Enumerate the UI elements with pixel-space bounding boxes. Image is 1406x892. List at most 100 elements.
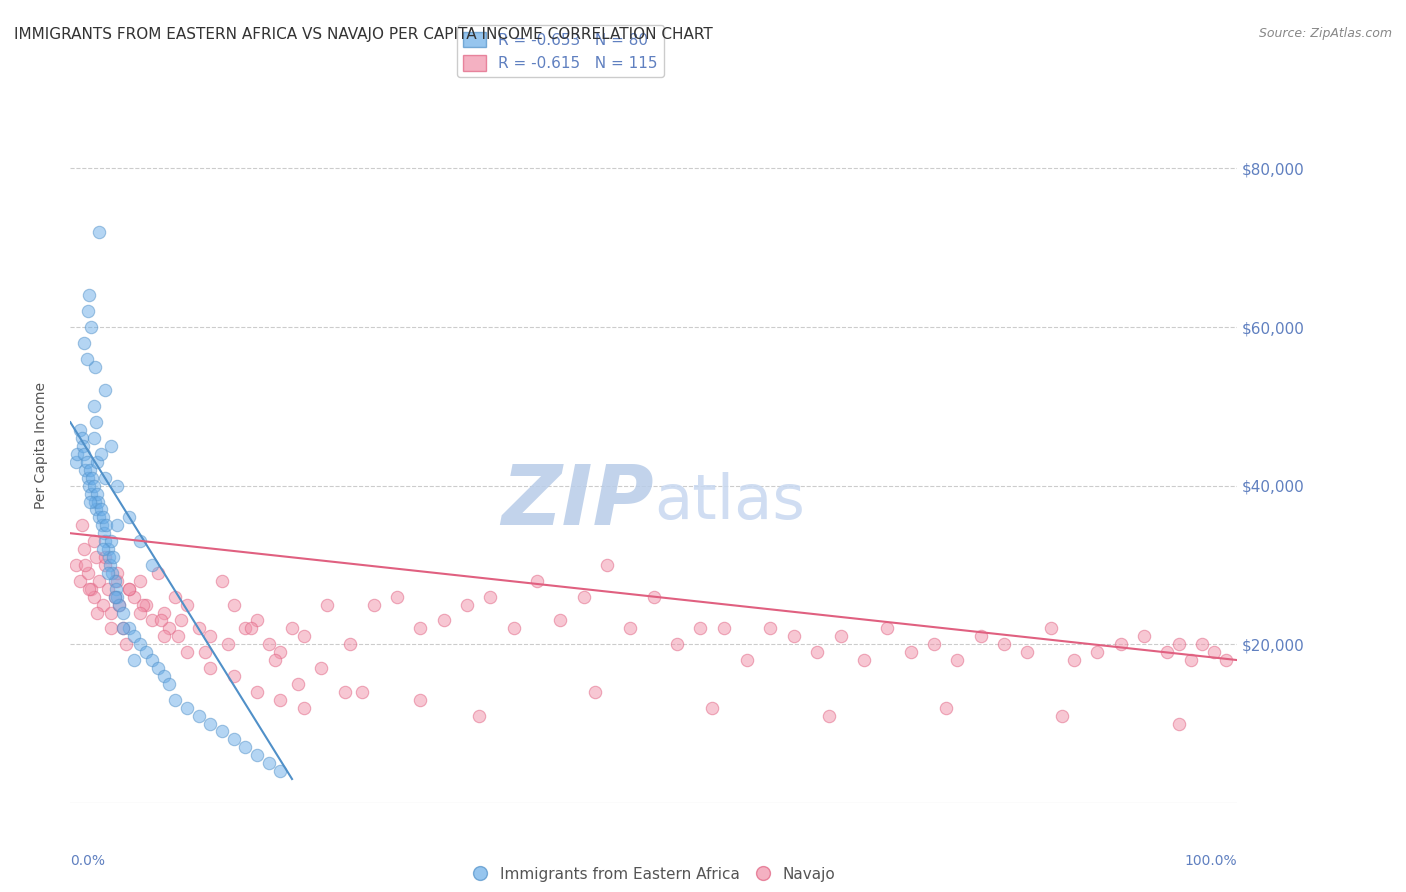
Point (1133, 629, 1156, 643)
Point (83, 400, 105, 414)
Point (150, 614, 173, 628)
Point (1039, 621, 1062, 635)
Point (104, 582, 127, 596)
Point (91, 542, 114, 557)
Point (200, 716, 222, 731)
Point (73, 542, 96, 557)
Point (526, 574, 548, 588)
Point (86, 486, 108, 500)
Point (222, 669, 245, 683)
Point (146, 661, 169, 675)
Point (97, 566, 120, 580)
Point (1180, 653, 1202, 667)
Point (352, 685, 374, 699)
Point (129, 534, 152, 549)
Text: 100.0%: 100.0% (1185, 855, 1237, 868)
Legend: Immigrants from Eastern Africa, Navajo: Immigrants from Eastern Africa, Navajo (467, 861, 841, 888)
Point (502, 621, 524, 635)
Point (735, 653, 758, 667)
Point (108, 598, 131, 612)
Point (97, 549, 120, 564)
Point (65, 558, 87, 572)
Point (211, 574, 233, 588)
Point (783, 629, 806, 643)
Point (90, 518, 112, 533)
Point (159, 677, 181, 691)
Point (211, 724, 233, 739)
Point (72, 439, 94, 453)
Point (585, 685, 607, 699)
Point (141, 558, 163, 572)
Point (129, 606, 152, 620)
Point (269, 645, 291, 659)
Point (135, 598, 157, 612)
Point (97, 582, 120, 596)
Point (222, 598, 245, 612)
Point (76, 455, 98, 469)
Point (89, 510, 111, 524)
Point (124, 653, 146, 667)
Point (94, 549, 117, 564)
Point (76, 351, 98, 366)
Point (101, 566, 124, 580)
Point (176, 645, 198, 659)
Point (118, 582, 141, 596)
Point (94, 471, 117, 485)
Point (77, 478, 100, 492)
Point (246, 748, 269, 763)
Point (479, 590, 502, 604)
Point (83, 431, 105, 445)
Point (550, 614, 572, 628)
Point (111, 606, 134, 620)
Point (76, 304, 98, 318)
Point (105, 566, 128, 580)
Point (141, 653, 163, 667)
Point (876, 621, 898, 635)
Point (433, 614, 456, 628)
Point (86, 606, 108, 620)
Point (852, 653, 875, 667)
Point (666, 637, 689, 651)
Point (111, 621, 134, 635)
Point (70, 518, 93, 533)
Point (66, 447, 89, 461)
Point (702, 700, 724, 714)
Point (141, 614, 163, 628)
Point (257, 637, 280, 651)
Point (87, 494, 110, 508)
Point (187, 621, 209, 635)
Point (309, 661, 332, 675)
Point (1167, 637, 1189, 651)
Point (233, 740, 256, 755)
Point (152, 606, 174, 620)
Point (263, 653, 285, 667)
Point (830, 629, 852, 643)
Point (79, 463, 101, 477)
Point (969, 629, 991, 643)
Point (93, 526, 115, 541)
Point (104, 574, 127, 588)
Text: Per Capita Income: Per Capita Income (34, 383, 48, 509)
Point (363, 598, 385, 612)
Point (287, 677, 309, 691)
Point (83, 534, 105, 549)
Point (240, 621, 263, 635)
Point (77, 288, 100, 302)
Point (934, 700, 956, 714)
Point (124, 590, 146, 604)
Point (316, 598, 339, 612)
Point (468, 708, 491, 723)
Point (246, 685, 269, 699)
Point (80, 582, 103, 596)
Point (65, 455, 87, 469)
Point (1156, 645, 1178, 659)
Point (76, 471, 98, 485)
Point (176, 700, 198, 714)
Point (222, 732, 245, 747)
Point (83, 494, 105, 508)
Point (292, 629, 315, 643)
Point (94, 384, 117, 398)
Point (596, 558, 619, 572)
Text: Source: ZipAtlas.com: Source: ZipAtlas.com (1258, 27, 1392, 40)
Point (90, 447, 112, 461)
